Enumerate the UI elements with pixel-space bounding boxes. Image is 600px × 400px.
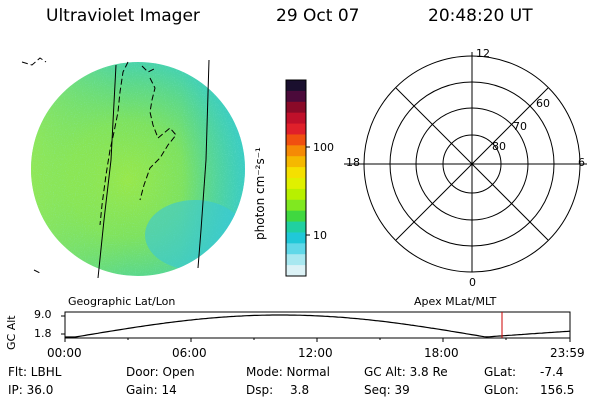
- colorbar-segment: [286, 145, 306, 157]
- glon-label: GLon:: [484, 383, 519, 397]
- colorbar-segment: [286, 188, 306, 201]
- seq-readout: Seq: 39: [364, 383, 410, 397]
- polar-lat-60: 60: [536, 97, 550, 110]
- timeline-ytick-1: 1.8: [34, 327, 52, 340]
- colorbar-segment: [286, 80, 306, 92]
- colorbar-segment: [286, 243, 306, 255]
- polar-hour-6: 6: [578, 156, 585, 169]
- header-time: 20:48:20 UT: [428, 6, 533, 26]
- polar-plot: [344, 52, 587, 273]
- colorbar-segment: [286, 265, 306, 277]
- glat-label: GLat:: [484, 365, 517, 379]
- filter-readout: Flt: LBHL: [8, 365, 62, 379]
- timeline-right-label: Apex MLat/MLT: [414, 295, 497, 308]
- geographic-grid-lines: [97, 59, 210, 279]
- instrument-title: Ultraviolet Imager: [46, 6, 200, 26]
- colorbar-unit-label: photon cm⁻²s⁻¹: [253, 147, 267, 240]
- timeline-left-label: Geographic Lat/Lon: [68, 295, 176, 308]
- dsp-value: 3.8: [290, 383, 310, 397]
- colorbar-segment: [286, 123, 306, 135]
- gc-alt-readout: GC Alt: 3.8 Re: [364, 365, 448, 379]
- dsp-label: Dsp:: [246, 383, 274, 397]
- ip-readout: IP: 36.0: [8, 383, 54, 397]
- header-date: 29 Oct 07: [276, 6, 360, 26]
- colorbar-segment: [286, 156, 306, 168]
- colorbar-segment: [286, 101, 306, 114]
- colorbar-segment: [286, 199, 306, 212]
- colorbar-segment: [286, 254, 306, 266]
- colorbar-segment: [286, 210, 306, 223]
- timeline-xtick-1800: 18:00: [424, 346, 459, 360]
- polar-lat-80: 80: [492, 140, 506, 153]
- colorbar-segment: [286, 178, 306, 190]
- timeline-plot: [61, 311, 571, 342]
- timeline-axis-label: GC Alt: [5, 315, 18, 350]
- colorbar-segment: [286, 167, 306, 179]
- colorbar-segment: [286, 221, 306, 233]
- timeline-xtick-0600: 06:00: [172, 346, 207, 360]
- polar-hour-12: 12: [476, 47, 490, 60]
- colorbar-segment: [286, 134, 306, 146]
- auroral-oval-contours: [21, 57, 177, 275]
- polar-hour-0: 0: [469, 276, 476, 289]
- colorbar-segment: [286, 232, 306, 244]
- colorbar-frame: [285, 79, 307, 277]
- colorbar-tick-10: 10: [313, 229, 327, 242]
- timeline-xtick-2359: 23:59: [550, 346, 585, 360]
- door-readout: Door: Open: [126, 365, 195, 379]
- glon-value: 156.5: [540, 383, 575, 397]
- timeline-xtick-0000: 00:00: [47, 346, 82, 360]
- polar-hour-18: 18: [346, 156, 360, 169]
- gain-readout: Gain: 14: [126, 383, 177, 397]
- timeline-ytick-9: 9.0: [34, 308, 52, 321]
- glat-value: -7.4: [540, 365, 564, 379]
- mode-readout: Mode: Normal: [246, 365, 330, 379]
- colorbar-ticks: [306, 146, 310, 236]
- colorbar: [285, 79, 307, 277]
- imager-disk: [31, 62, 245, 276]
- colorbar-segment: [286, 90, 306, 103]
- timeline-xtick-1200: 12:00: [298, 346, 333, 360]
- colorbar-segment: [286, 112, 306, 125]
- colorbar-tick-100: 100: [313, 141, 334, 154]
- polar-lat-70: 70: [513, 120, 527, 133]
